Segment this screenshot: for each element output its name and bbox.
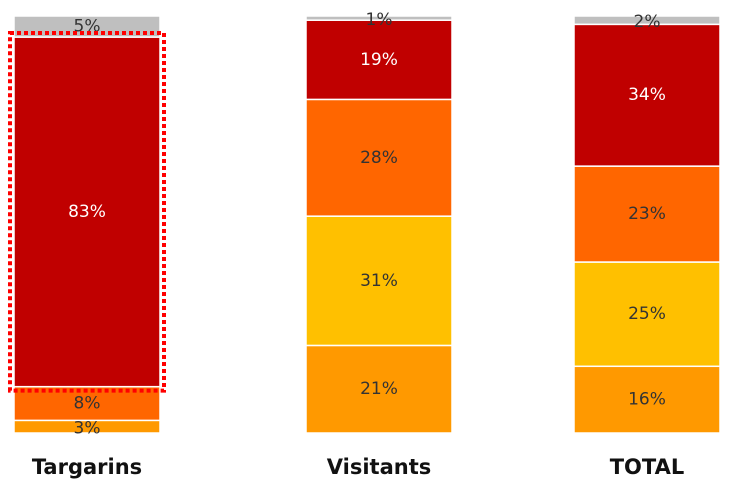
- category-label: TOTAL: [610, 455, 685, 479]
- data-labels-group: 3%8%83%5%21%31%28%19%1%16%25%23%34%2%: [68, 10, 666, 439]
- bar-segment: [573, 165, 721, 263]
- highlight-box: [8, 31, 166, 393]
- bar-segment: [305, 344, 453, 434]
- bar-segment: [573, 15, 721, 26]
- category-labels-group: Targarins Visitants TOTAL: [32, 455, 684, 479]
- bar-segment: [305, 19, 453, 101]
- data-label: 25%: [628, 304, 666, 324]
- data-label: 34%: [628, 85, 666, 105]
- data-label: 31%: [360, 271, 398, 291]
- highlight-group: [8, 31, 166, 393]
- bars-group: [13, 15, 721, 434]
- category-label: Targarins: [32, 455, 142, 479]
- bar-segment: [573, 261, 721, 368]
- data-label: 23%: [628, 204, 666, 224]
- bar-segment: [305, 98, 453, 217]
- data-label: 1%: [366, 10, 393, 30]
- data-label: 16%: [628, 390, 666, 410]
- data-label: 83%: [68, 202, 106, 222]
- data-label: 2%: [634, 12, 661, 32]
- data-label: 8%: [74, 394, 101, 414]
- data-label: 3%: [74, 419, 101, 439]
- data-label: 21%: [360, 379, 398, 399]
- category-label: Visitants: [327, 455, 431, 479]
- data-label: 19%: [360, 50, 398, 70]
- data-label: 28%: [360, 148, 398, 168]
- bar-segment: [305, 15, 453, 21]
- bar-segment: [573, 365, 721, 434]
